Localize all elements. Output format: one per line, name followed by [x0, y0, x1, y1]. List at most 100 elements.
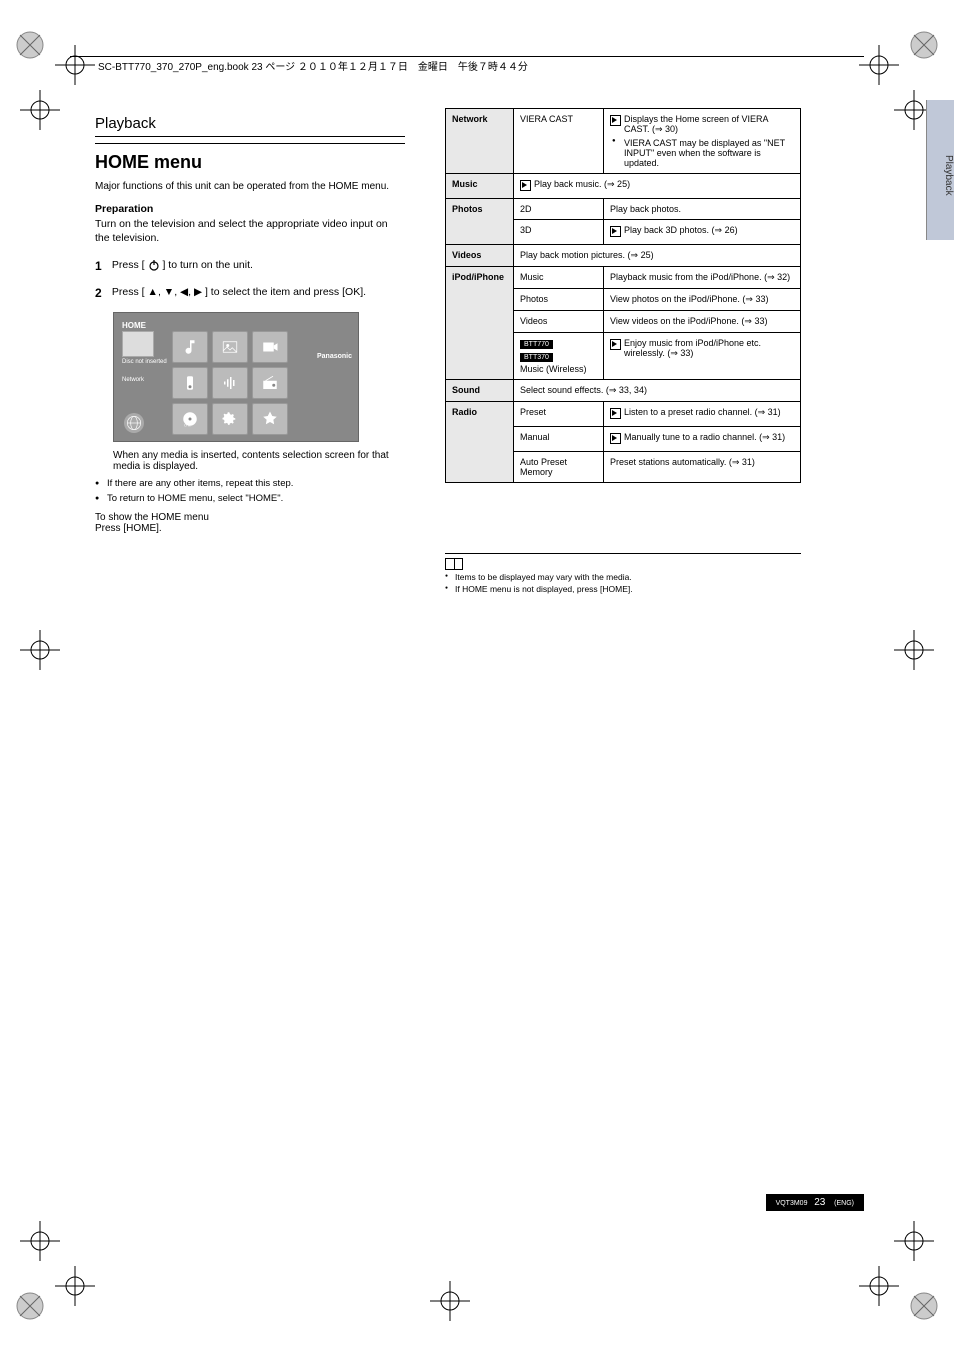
tile-videos — [252, 331, 288, 363]
right-column: Network VIERA CAST Displays the Home scr… — [445, 108, 801, 596]
arrow-left-icon: ◀ — [180, 286, 188, 298]
arrow-right-icon: ▶ — [194, 286, 202, 298]
intro-text: Major functions of this unit can be oper… — [95, 181, 405, 192]
register-mark-icon — [894, 630, 934, 670]
cell-network: Network — [446, 109, 514, 174]
after-step-text: When any media is inserted, contents sel… — [113, 450, 405, 472]
cell-2d: 2D — [514, 199, 604, 220]
corner-top-left-icon — [15, 30, 45, 60]
step2-text-b: ] to select the item and press [OK]. — [205, 286, 366, 298]
tile-config — [212, 403, 248, 435]
cell-ipod-music-body: Playback music from the iPod/iPhone. (⇒ … — [604, 267, 801, 289]
cell-viera-cast: VIERA CAST — [514, 109, 604, 174]
mockup-disc-label: Disc not inserted — [122, 359, 167, 365]
corner-bottom-left-icon — [15, 1291, 45, 1321]
tile-photos — [212, 331, 248, 363]
preparation: Preparation Turn on the television and s… — [95, 202, 405, 246]
side-tab: Playback — [926, 100, 954, 240]
register-mark-icon — [55, 45, 95, 85]
cell-videos-body: Play back motion pictures. (⇒ 25) — [514, 245, 801, 267]
preparation-text: Turn on the television and select the ap… — [95, 218, 388, 245]
cell-music-wireless: BTT770 BTT370 Music (Wireless) — [514, 333, 604, 380]
cell-radio: Radio — [446, 402, 514, 483]
mockup-tile-grid: O II. — [172, 331, 288, 435]
menu-table: Network VIERA CAST Displays the Home scr… — [445, 108, 801, 483]
register-mark-icon — [859, 45, 899, 85]
cell-radio-manual-body: Manually tune to a radio channel. (⇒ 31) — [604, 427, 801, 452]
page-number: 23 — [814, 1197, 825, 1208]
music-body: Play back music. (⇒ 25) — [520, 179, 794, 190]
mockup-disc-box — [122, 331, 154, 357]
cell-music-body: Play back music. (⇒ 25) — [514, 174, 801, 199]
cell-ipod-music: Music — [514, 267, 604, 289]
register-mark-icon — [20, 1221, 60, 1261]
tile-disc: O II. — [172, 403, 208, 435]
register-mark-icon — [55, 1266, 95, 1306]
book-header-text: SC-BTT770_370_270P_eng.book 23 ページ ２０１０年… — [98, 58, 528, 73]
badge-btt370: BTT370 — [520, 353, 553, 362]
step2-text-a: Press [ — [112, 286, 145, 298]
arrow-up-icon: ▲ — [148, 286, 158, 298]
cell-ipod: iPod/iPhone — [446, 267, 514, 380]
register-mark-icon — [894, 1221, 934, 1261]
home-menu-title: HOME menu — [95, 152, 405, 173]
bullet-3: To show the HOME menu Press [HOME]. — [95, 512, 405, 534]
register-mark-icon — [20, 630, 60, 670]
cell-ipod-videos-body: View videos on the iPod/iPhone. (⇒ 33) — [604, 311, 801, 333]
mockup-brand: Panasonic — [317, 353, 352, 360]
mockup-title: HOME — [122, 321, 146, 330]
header-rule — [70, 56, 864, 57]
page-number-box: VQT3M09 23 (ENG) — [766, 1194, 864, 1211]
cell-music: Music — [446, 174, 514, 199]
register-mark-icon — [859, 1266, 899, 1306]
page: SC-BTT770_370_270P_eng.book 23 ページ ２０１０年… — [0, 0, 954, 1351]
notes-section: Items to be displayed may vary with the … — [445, 553, 801, 594]
corner-bottom-right-icon — [909, 1291, 939, 1321]
cell-network-body: Displays the Home screen of VIERA CAST. … — [604, 109, 801, 174]
cell-2d-body: Play back photos. — [604, 199, 801, 220]
cell-sound: Sound — [446, 380, 514, 402]
page-code: VQT3M09 — [776, 1200, 808, 1207]
tile-others — [252, 403, 288, 435]
bullet-2: To return to HOME menu, select "HOME". — [95, 493, 405, 504]
tile-ipod — [172, 367, 208, 399]
cell-sound-body: Select sound effects. (⇒ 33, 34) — [514, 380, 801, 402]
badge-btt770: BTT770 — [520, 340, 553, 349]
mockup-globe-icon — [124, 413, 144, 433]
mockup-network-label: Network — [122, 377, 144, 383]
cell-radio-preset: Preset — [514, 402, 604, 427]
register-mark-icon — [430, 1281, 470, 1321]
step-2: 2 Press [ ▲, ▼, ◀, ▶ ] to select the ite… — [95, 285, 405, 302]
left-column: Playback HOME menu Major functions of th… — [95, 115, 405, 534]
tile-music — [172, 331, 208, 363]
home-screen-mockup: HOME Disc not inserted Network Panasonic… — [113, 312, 359, 442]
tile-sound — [212, 367, 248, 399]
register-mark-icon — [20, 90, 60, 130]
network-body-1: Displays the Home screen of VIERA CAST. … — [610, 114, 794, 135]
cell-music-wireless-label: Music (Wireless) — [520, 364, 587, 374]
section-heading: Playback — [95, 115, 405, 132]
power-icon — [148, 259, 160, 271]
page-lang: (ENG) — [834, 1200, 854, 1207]
svg-text:O II.: O II. — [184, 423, 191, 427]
cell-ipod-videos: Videos — [514, 311, 604, 333]
step-1: 1 Press [ ] to turn on the unit. — [95, 258, 405, 275]
arrow-down-icon: ▼ — [164, 286, 174, 298]
cell-music-wireless-body: Enjoy music from iPod/iPhone etc. wirele… — [604, 333, 801, 380]
preparation-title: Preparation — [95, 203, 153, 215]
cell-radio-auto-body: Preset stations automatically. (⇒ 31) — [604, 452, 801, 483]
cell-3d-body: Play back 3D photos. (⇒ 26) — [604, 220, 801, 245]
cell-3d: 3D — [514, 220, 604, 245]
network-body-2: VIERA CAST may be displayed as "NET INPU… — [610, 138, 794, 168]
note-1: Items to be displayed may vary with the … — [445, 572, 801, 582]
note-icon — [445, 558, 463, 570]
cell-photos: Photos — [446, 199, 514, 245]
tile-radio — [252, 367, 288, 399]
step1-text-a: Press [ — [112, 259, 145, 271]
cell-radio-manual: Manual — [514, 427, 604, 452]
cell-ipod-photos-body: View photos on the iPod/iPhone. (⇒ 33) — [604, 289, 801, 311]
heading-separator — [95, 136, 405, 144]
cell-ipod-photos: Photos — [514, 289, 604, 311]
note-2: If HOME menu is not displayed, press [HO… — [445, 584, 801, 594]
bullet-list: If there are any other items, repeat thi… — [95, 478, 405, 504]
